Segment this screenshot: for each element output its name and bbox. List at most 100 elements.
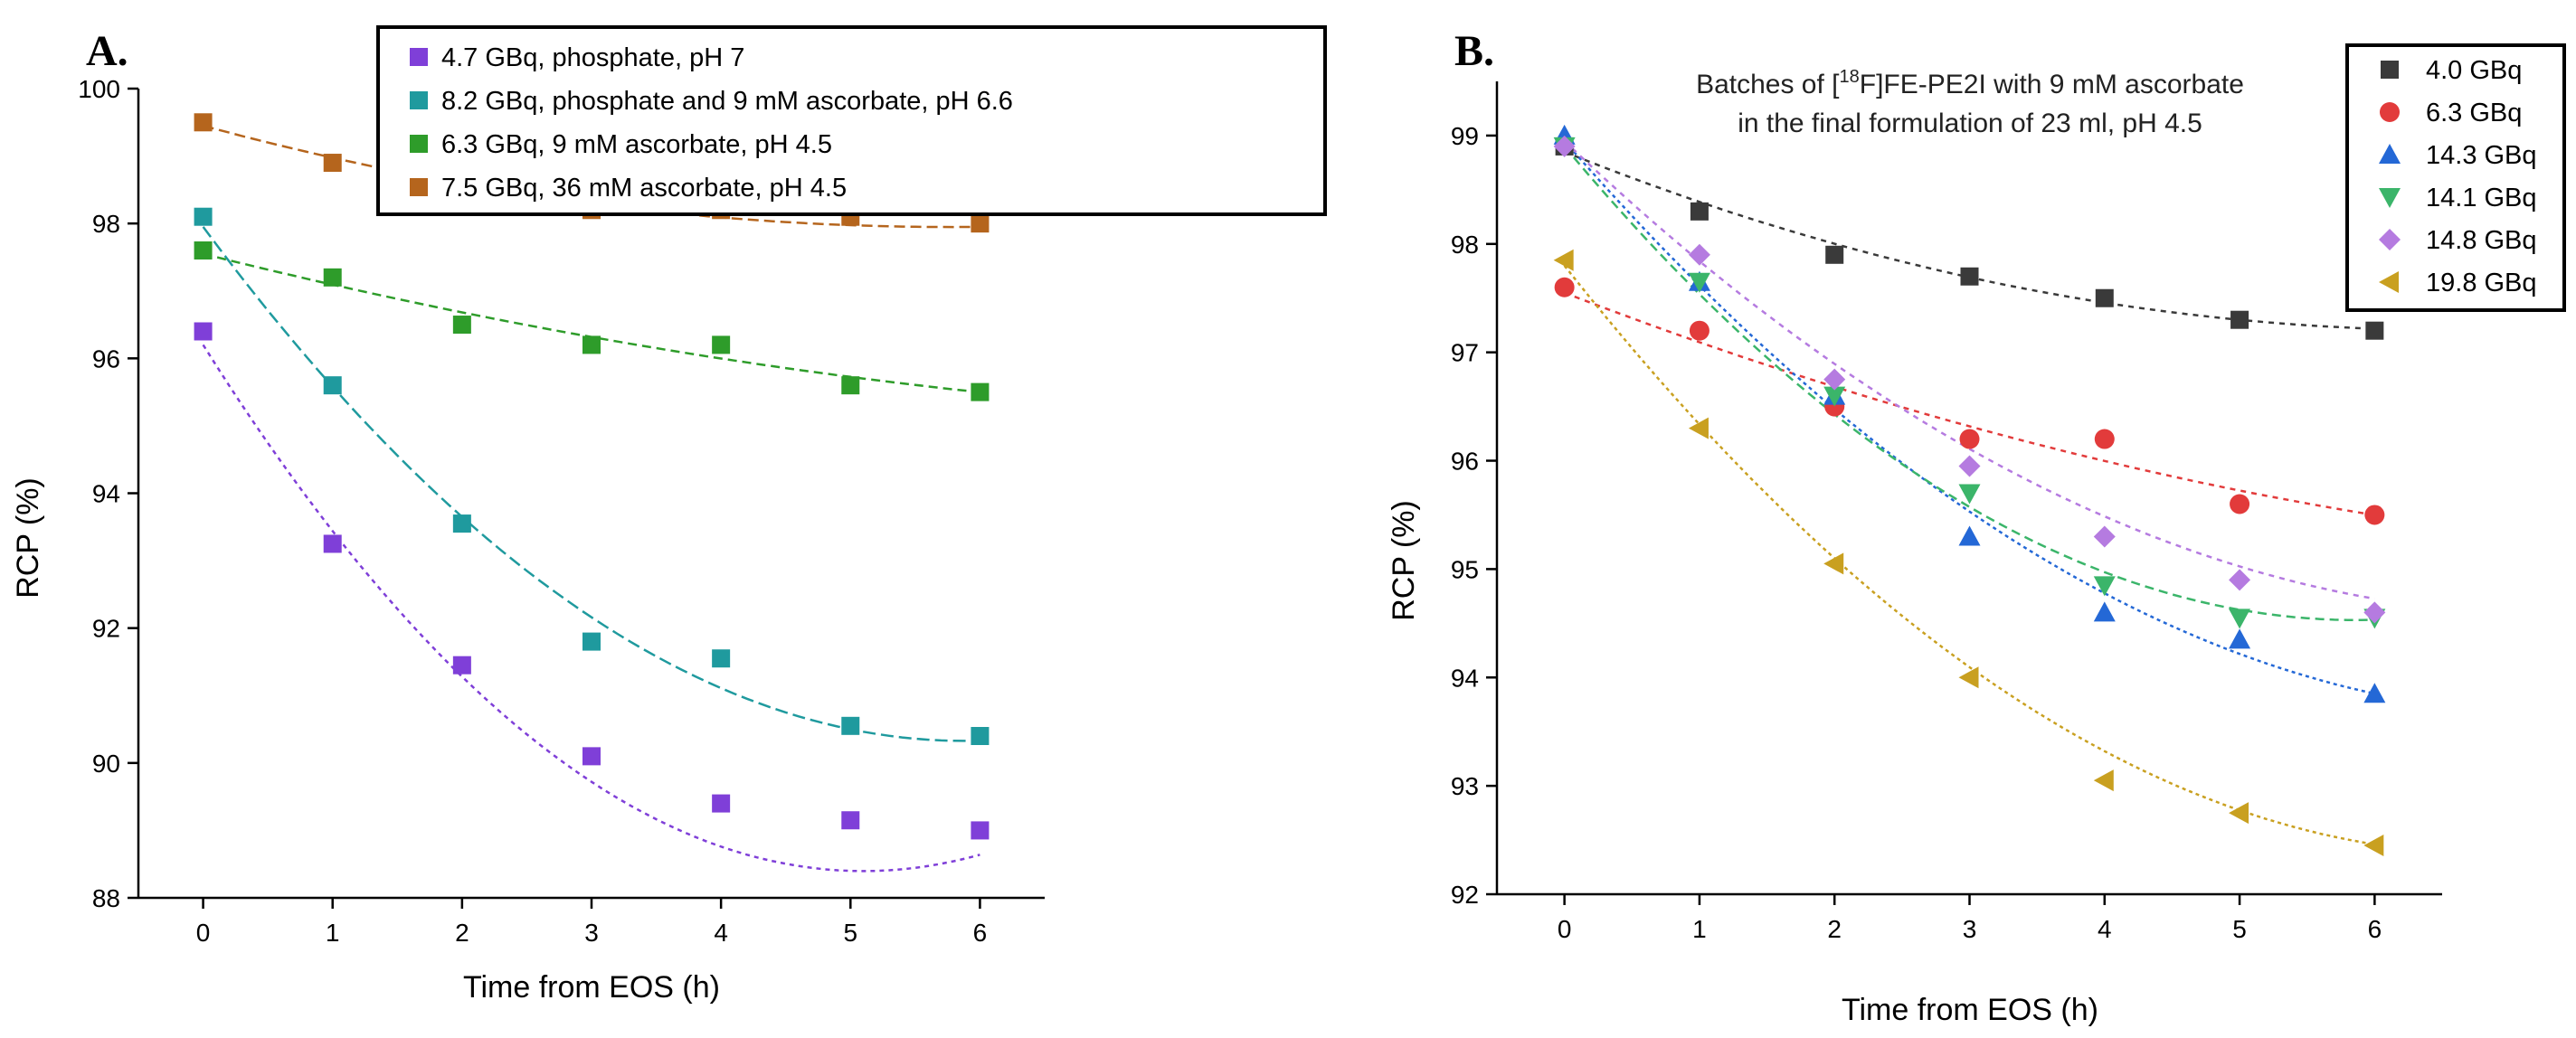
panel-b-point-s0-4 [2095,288,2114,307]
panel-a-fit-line-1 [202,226,980,742]
legend-marker-a-1 [410,91,428,109]
panel-b-letter: B. [1454,27,1494,75]
panel-a-point-s0-6 [971,821,990,840]
panel-a-point-s1-6 [971,727,990,745]
panel-a-point-s1-2 [452,514,471,533]
panel-b-point-s4-4 [2093,525,2116,548]
panel-a-y-tick-label: 92 [92,615,120,643]
panel-a-point-s0-3 [582,747,601,766]
panel-a-axes: 0 1 2 3 4 5 6 88 90 92 94 96 98 100 [78,75,1045,947]
panel-a-y-tick-label: 88 [92,884,120,912]
panel-b-y-tick-label: 97 [1451,339,1479,367]
panel-a-point-s0-5 [841,811,860,830]
panel-a-point-s3-6 [971,214,990,233]
panel-b-point-s5-2 [1823,552,1844,575]
panel-b-point-s2-5 [2229,628,2251,649]
panel-b-point-s1-6 [2364,505,2385,525]
panel-a-x-tick-label: 2 [455,919,469,947]
panel-a-x-tick-label: 1 [326,919,340,947]
panel-a-x-tick-label: 6 [973,919,988,947]
panel-b-point-s0-3 [1960,267,1979,286]
panel-b-point-s1-1 [1689,320,1709,341]
legend-marker-a-2 [410,135,428,153]
legend-marker-b-3 [2379,188,2401,208]
legend-label-a-3: 7.5 GBq, 36 mM ascorbate, pH 4.5 [441,174,847,203]
panel-a-x-axis-label: Time from EOS (h) [463,970,720,1005]
panel-a-point-s1-5 [841,716,860,735]
panel-a-y-tick-label: 94 [92,480,120,508]
panel-b-point-s5-0 [1553,249,1574,271]
panel-a-y-tick-label: 90 [92,750,120,778]
panel-a-x-tick-label: 3 [584,919,599,947]
panel-a-y-axis-label: RCP (%) [11,477,45,599]
panel-a-point-s0-4 [712,794,731,813]
panel-b-point-s1-3 [1959,429,1980,449]
panel-b-point-s5-4 [2093,769,2114,792]
panel-b-point-s4-0 [1553,135,1576,157]
legend-label-b-2: 14.3 GBq [2426,141,2537,170]
panel-a-y-tick-label: 96 [92,344,120,373]
panel-b-point-s3-3 [1958,484,1981,505]
panel-b-point-s0-2 [1825,245,1844,264]
panel-a-point-s2-0 [194,241,213,260]
panel-a-point-s2-5 [841,376,860,395]
panel-a-point-s0-1 [323,534,342,553]
panel-b-y-tick-label: 92 [1451,881,1479,909]
panel-b-point-s4-2 [1823,368,1846,391]
panel-b-point-s4-6 [2363,601,2386,624]
panel-b-title-line-2: in the final formulation of 23 ml, pH 4.… [1738,109,2202,138]
panel-a-x-tick-label: 5 [843,919,857,947]
panel-b-point-s1-5 [2230,494,2250,514]
panel-b-fit-line-5 [1563,265,2375,846]
panel-b-point-s2-4 [2093,601,2116,622]
panel-b-x-tick-label: 3 [1963,915,1977,943]
panel-a-letter: A. [86,27,128,75]
panel-b-point-s1-4 [2094,429,2115,449]
panel-a-point-s1-1 [323,376,342,395]
panel-b-y-tick-label: 93 [1451,772,1479,800]
legend-marker-a-3 [410,178,428,196]
panel-b-point-s1-0 [1554,277,1575,297]
panel-b-title-post: F]FE-PE2I with 9 mM ascorbate [1860,70,2244,99]
legend-label-b-4: 14.8 GBq [2426,226,2537,255]
panel-b-point-s2-6 [2363,683,2386,703]
panel-a-x-tick-label: 0 [196,919,211,947]
panel-a-fit-line-0 [202,344,980,873]
panel-b-point-s4-5 [2229,569,2251,591]
panel-b-chart: B. Batches of [18F]FE-PE2I with 9 mM asc… [1387,27,2566,1027]
legend-label-b-5: 19.8 GBq [2426,269,2537,297]
panel-b-point-s0-1 [1690,202,1709,221]
panel-b-x-tick-label: 2 [1827,915,1842,943]
panel-b-x-axis-label: Time from EOS (h) [1842,993,2098,1027]
panel-b-legend: 4.0 GBq 6.3 GBq 14.3 GBq 14.1 GBq 14.8 G… [2379,56,2537,297]
panel-b-x-tick-label: 6 [2368,915,2382,943]
legend-marker-b-4 [2379,229,2401,250]
panel-b-fit-line-2 [1563,140,2375,695]
panel-a-point-s0-0 [194,322,213,341]
panel-a-point-s2-2 [452,316,471,335]
panel-a-point-s1-0 [194,207,213,226]
panel-b-x-tick-label: 5 [2232,915,2247,943]
panel-a-point-s2-3 [582,335,601,354]
panel-b-y-tick-label: 95 [1451,555,1479,583]
panel-a-legend-box [376,25,1327,216]
panel-b-data-points [1553,124,2386,857]
panel-b-fit-line-1 [1564,291,2375,516]
panel-a-chart: A. RCP (%) Time from EOS (h) 0 1 2 3 4 5 6 88 90… [11,25,1327,1005]
panel-b-point-s0-6 [2365,321,2384,340]
panel-a-point-s3-0 [194,113,213,132]
panel-b-y-tick-label: 94 [1451,664,1479,692]
panel-a-data-points [194,113,990,840]
panel-b-x-tick-label: 1 [1692,915,1707,943]
panel-a-point-s2-4 [712,335,731,354]
panel-b-y-axis-label: RCP (%) [1387,500,1421,621]
panel-b-legend-box [2345,43,2566,312]
panel-a-point-s1-3 [582,632,601,651]
panel-a-legend: 4.7 GBq, phosphate, pH 7 8.2 GBq, phosph… [410,43,1013,203]
panel-a-point-s1-4 [712,649,731,668]
panel-b-y-tick-label: 96 [1451,448,1479,476]
panel-a-point-s2-6 [971,382,990,401]
panel-b-point-s5-6 [2363,835,2384,857]
panel-a-x-tick-label: 4 [714,919,728,947]
